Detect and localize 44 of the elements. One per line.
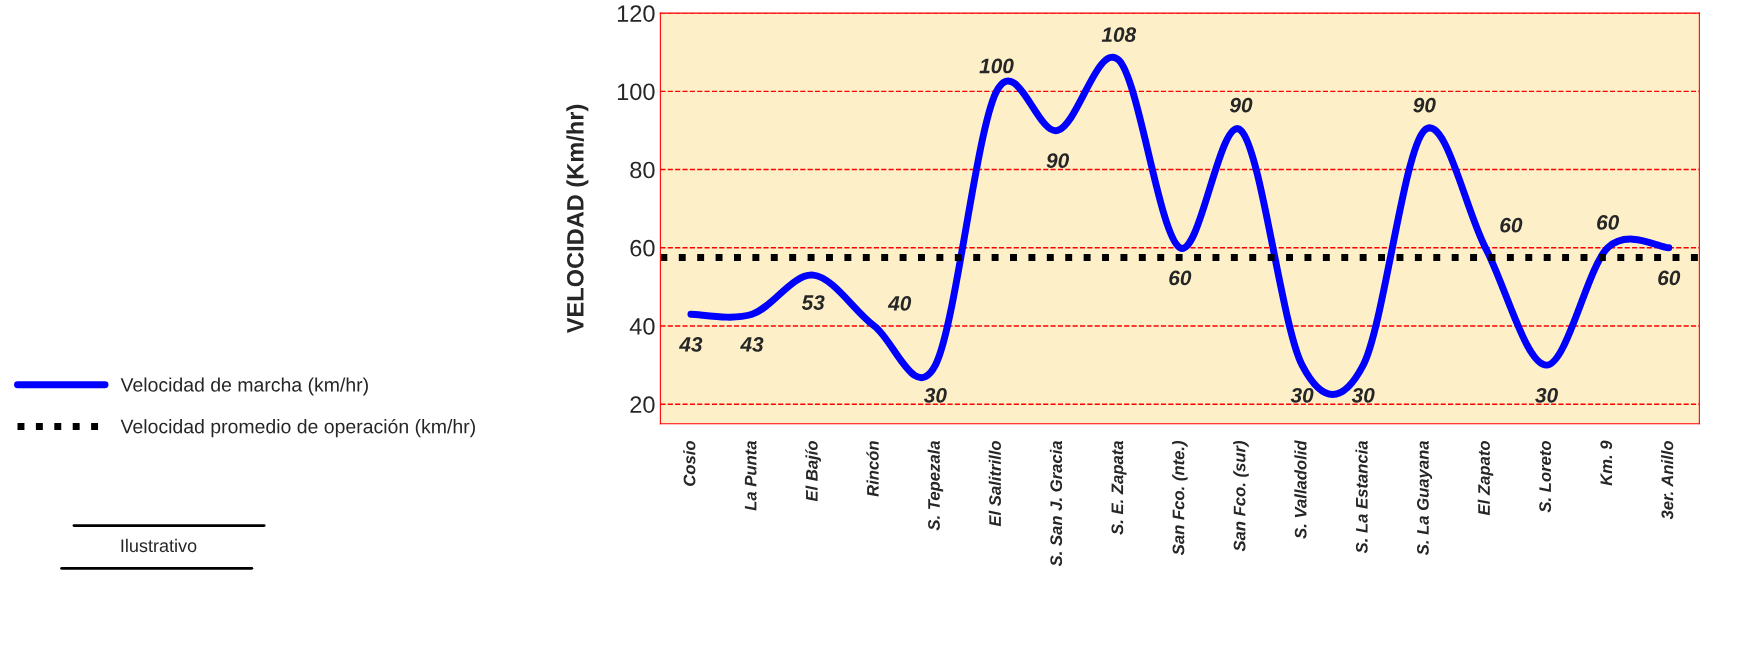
data-label: 30 xyxy=(1535,387,1558,403)
data-label: 53 xyxy=(801,295,825,310)
x-tick-label: Cosio xyxy=(683,440,696,486)
y-tick-label: 60 xyxy=(630,239,655,257)
x-tick-label: S. Valladolid xyxy=(1294,440,1307,539)
x-tick-label: Km. 9 xyxy=(1600,440,1613,486)
x-tick-label: S. E. Zapata xyxy=(1111,440,1127,535)
data-label: 60 xyxy=(1500,217,1523,233)
data-label: 43 xyxy=(679,337,703,352)
data-label: 90 xyxy=(1046,153,1070,168)
x-tick-label: 3er. Anillo xyxy=(1661,440,1674,520)
x-tick-label: S. San J. Gracia xyxy=(1049,440,1063,567)
y-tick-label: 100 xyxy=(617,83,655,101)
data-label: 30 xyxy=(1351,387,1375,403)
y-axis-title: VELOCIDAD (Km/hr) xyxy=(566,104,589,334)
x-tick-label: El Zapato xyxy=(1477,440,1494,516)
x-tick-label: La Punta xyxy=(744,440,757,511)
y-tick-label: 120 xyxy=(617,5,655,22)
y-tick-label: 80 xyxy=(630,161,655,179)
data-label: 90 xyxy=(1229,97,1253,113)
text: Ilustrativo xyxy=(121,538,197,553)
x-tick-label: El Bajío xyxy=(805,440,822,502)
x-tick-label: El Salitrillo xyxy=(988,440,1001,527)
data-label: 90 xyxy=(1413,97,1436,113)
x-tick-label: San Fco. (nte.) xyxy=(1172,440,1188,556)
data-label: 60 xyxy=(1658,270,1681,286)
data-label: 60 xyxy=(1597,215,1620,230)
data-label: 43 xyxy=(740,337,764,352)
data-label: 40 xyxy=(887,296,912,311)
x-tick-label: San Fco. (sur) xyxy=(1233,440,1249,552)
legend-label: Velocidad de marcha (km/hr) xyxy=(120,377,368,396)
data-label: 30 xyxy=(1290,387,1314,403)
data-label: 108 xyxy=(1101,27,1137,43)
x-tick-label: S. Loreto xyxy=(1539,440,1552,513)
legend-label: Velocidad promedio de operación (km/hr) xyxy=(120,418,475,438)
y-tick-label: 40 xyxy=(629,318,655,335)
x-tick-label: S. Tepezala xyxy=(927,440,944,531)
x-tick-label: S. La Guayana xyxy=(1417,440,1433,556)
y-tick-label: 20 xyxy=(630,396,655,413)
x-tick-label: Rincón xyxy=(866,441,879,497)
x-tick-label: S. La Estancia xyxy=(1355,440,1368,554)
data-label: 60 xyxy=(1169,270,1192,286)
data-label: 100 xyxy=(979,58,1014,74)
data-label: 30 xyxy=(923,387,947,403)
